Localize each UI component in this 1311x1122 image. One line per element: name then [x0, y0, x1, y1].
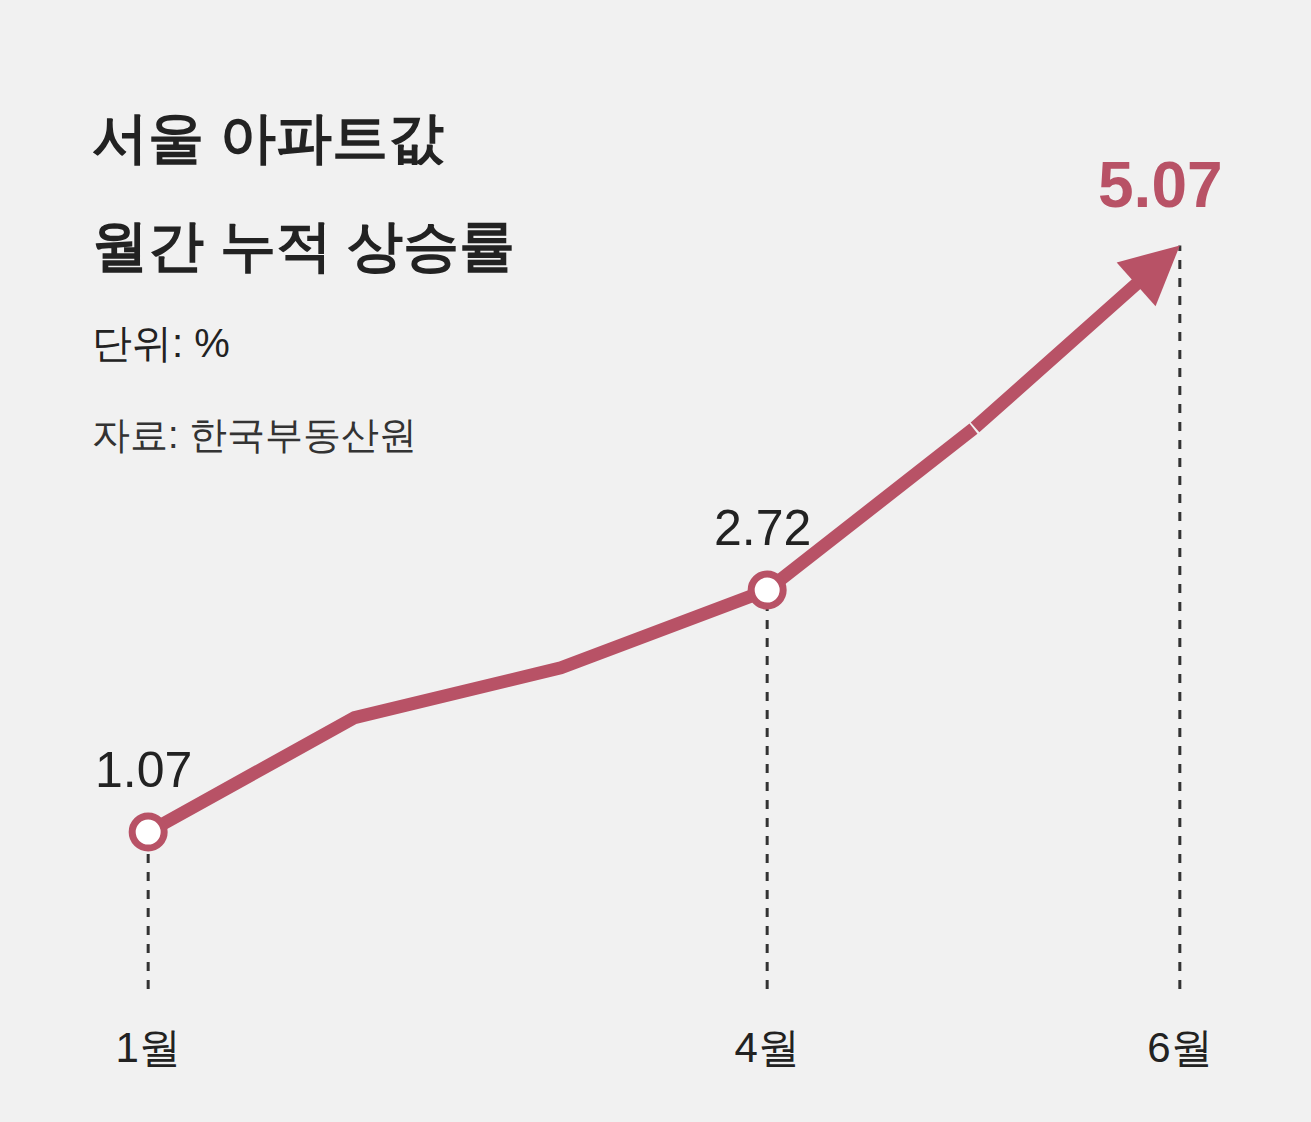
svg-text:월간 누적 상승률: 월간 누적 상승률 [92, 214, 515, 277]
svg-text:4월: 4월 [734, 1024, 799, 1071]
svg-text:5.07: 5.07 [1098, 149, 1223, 221]
svg-text:1.07: 1.07 [95, 742, 192, 798]
svg-text:2.72: 2.72 [714, 500, 811, 556]
svg-text:1월: 1월 [115, 1024, 180, 1071]
svg-text:단위: %: 단위: % [92, 321, 230, 365]
svg-text:자료: 한국부동산원: 자료: 한국부동산원 [92, 414, 417, 456]
svg-text:6월: 6월 [1147, 1024, 1212, 1071]
svg-text:서울 아파트값: 서울 아파트값 [92, 106, 444, 169]
